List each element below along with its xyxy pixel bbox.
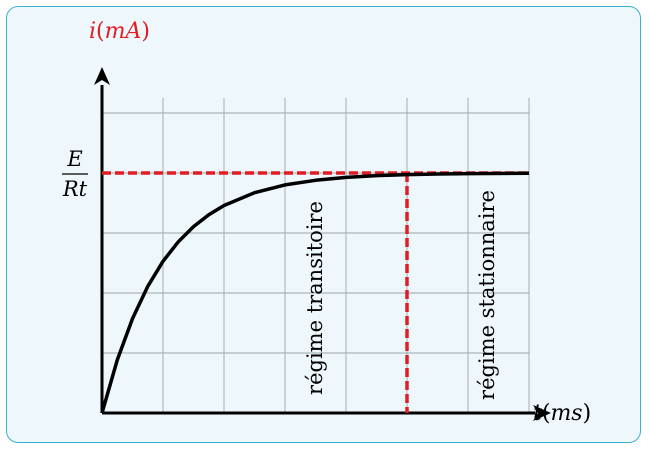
region-label-steady: régime stationnaire <box>475 190 499 400</box>
asymptote-label-denominator: Rt <box>62 177 88 201</box>
x-axis-var: t <box>533 401 542 426</box>
x-axis-unit: ms <box>550 401 582 426</box>
grid <box>102 98 530 413</box>
y-axis-arrow <box>94 67 110 85</box>
region-label-transient: régime transitoire <box>303 201 327 395</box>
current-curve <box>100 171 530 414</box>
chart-frame <box>6 6 641 443</box>
y-axis-var: i <box>89 19 96 44</box>
x-axis-label: t(ms) <box>533 401 591 426</box>
y-axis-label: i(mA) <box>89 19 150 44</box>
asymptote-label-numerator: E <box>66 147 82 171</box>
y-axis-unit: mA <box>105 19 142 44</box>
x-axis-arrow <box>533 405 551 421</box>
